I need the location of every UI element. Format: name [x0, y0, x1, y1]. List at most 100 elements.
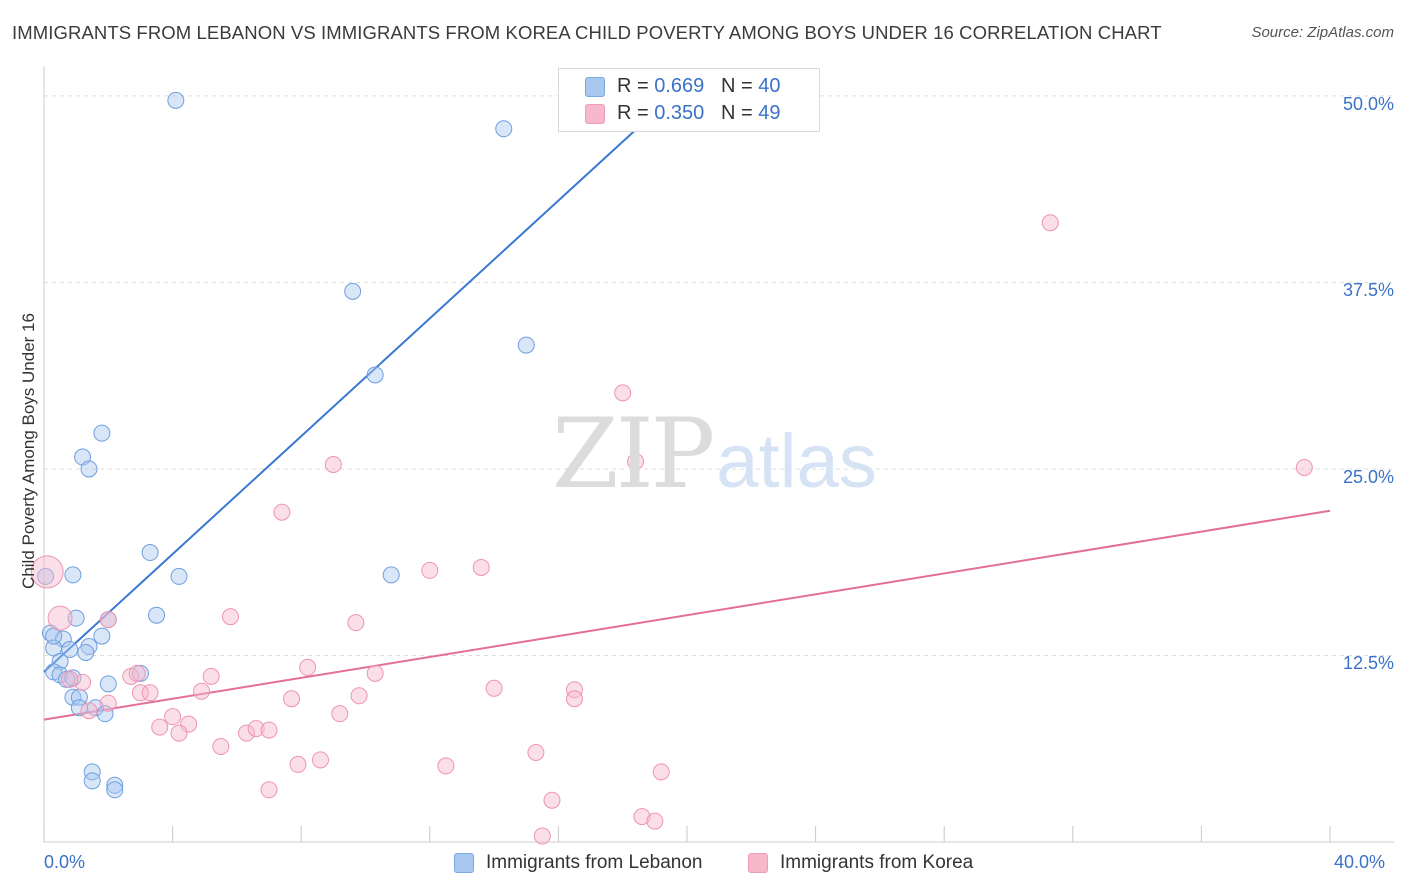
korea-point-41: [289, 755, 307, 773]
korea-point-43: [652, 763, 670, 781]
korea-point-24: [193, 682, 211, 700]
lebanon-r-label: R =: [617, 75, 649, 97]
korea-point-36: [247, 720, 265, 738]
korea-point-22: [131, 684, 149, 702]
korea-point-25: [283, 690, 301, 708]
korea-point-9: [472, 558, 490, 576]
korea-point-28: [99, 694, 117, 712]
watermark-zip: ZIP: [552, 398, 715, 510]
lebanon-point-22: [77, 643, 95, 661]
lebanon-n-value: 40: [758, 75, 781, 97]
korea-point-5: [324, 455, 342, 473]
axes: [43, 66, 1394, 843]
korea-point-1: [47, 605, 73, 631]
korea-point-39: [527, 743, 545, 761]
y-tick-label-1: 25.0%: [1342, 466, 1394, 487]
korea-n-value: 49: [758, 102, 781, 124]
x-tick-label-max: 40.0%: [1334, 852, 1386, 872]
series-korea: [30, 214, 1313, 845]
korea-point-6: [627, 452, 645, 470]
lebanon-point-13: [148, 606, 166, 624]
korea-point-18: [74, 673, 92, 691]
lebanon-point-37: [106, 776, 124, 794]
korea-point-21: [565, 681, 583, 699]
lebanon-point-29: [99, 675, 117, 693]
grid-lines: [44, 95, 1394, 656]
korea-point-3: [614, 384, 632, 402]
korea-point-31: [164, 708, 182, 726]
korea-r-value: 0.350: [654, 102, 705, 124]
lebanon-point-35: [83, 763, 101, 781]
y-tick-label-2: 37.5%: [1342, 280, 1394, 301]
watermark: ZIPatlas: [552, 398, 877, 510]
korea-point-48: [533, 827, 551, 845]
y-axis-label-wrap: Child Poverty Among Boys Under 16: [18, 66, 40, 836]
lebanon-point-5: [93, 424, 111, 442]
korea-point-35: [238, 724, 256, 742]
korea-point-8: [421, 561, 439, 579]
korea-point-7: [273, 503, 291, 521]
korea-point-19: [61, 670, 79, 688]
bottom-korea-label: Immigrants from Korea: [780, 852, 974, 873]
source-label: Source: ZipAtlas.com: [1251, 24, 1394, 41]
korea-point-4: [1295, 458, 1313, 476]
lebanon-point-8: [141, 544, 159, 562]
korea-point-45: [543, 791, 561, 809]
stats-legend: R = 0.669 N = 40 R = 0.350 N = 49: [558, 68, 820, 132]
bottom-lebanon-swatch: [454, 853, 474, 873]
lebanon-r-value: 0.669: [654, 75, 705, 97]
lebanon-point-14: [67, 609, 85, 627]
lebanon-point-11: [64, 566, 82, 584]
korea-point-20: [485, 679, 503, 697]
lebanon-point-30: [64, 688, 82, 706]
korea-point-12: [99, 611, 117, 629]
korea-point-17: [128, 664, 146, 682]
trend-lines: [43, 102, 1331, 721]
korea-r-label: R =: [617, 102, 649, 124]
watermark-atlas: atlas: [716, 419, 877, 504]
korea-point-29: [80, 702, 98, 720]
korea-point-26: [350, 687, 368, 705]
korea-point-10: [221, 608, 239, 626]
lebanon-point-38: [106, 781, 124, 799]
korea-point-40: [311, 751, 329, 769]
korea-point-0: [30, 555, 64, 589]
lebanon-point-7: [80, 460, 98, 478]
korea-point-27: [565, 690, 583, 708]
lebanon-point-1: [495, 120, 513, 138]
korea-point-34: [170, 724, 188, 742]
lebanon-trend-line: [43, 102, 666, 673]
lebanon-point-23: [51, 652, 69, 670]
lebanon-point-2: [344, 282, 362, 300]
korea-point-46: [633, 808, 651, 826]
korea-point-42: [437, 757, 455, 775]
lebanon-point-36: [83, 772, 101, 790]
lebanon-n-label: N =: [720, 75, 753, 97]
lebanon-point-4: [366, 366, 384, 384]
bottom-korea-swatch: [748, 853, 768, 873]
lebanon-point-0: [167, 91, 185, 109]
korea-point-32: [151, 718, 169, 736]
korea-point-37: [260, 721, 278, 739]
lebanon-point-9: [170, 567, 188, 585]
lebanon-point-12: [37, 567, 55, 585]
lebanon-swatch: [585, 77, 605, 97]
lebanon-point-3: [517, 336, 535, 354]
data-points: [30, 91, 1313, 845]
series-lebanon: [37, 91, 535, 799]
lebanon-point-20: [61, 641, 79, 659]
korea-point-13: [299, 658, 317, 676]
lebanon-point-34: [96, 705, 114, 723]
korea-point-2: [1041, 214, 1059, 232]
y-tick-label-3: 50.0%: [1342, 93, 1394, 114]
x-tick-label-min: 0.0%: [44, 852, 86, 872]
korea-point-15: [202, 667, 220, 685]
korea-point-44: [260, 781, 278, 799]
y-axis-label: Child Poverty Among Boys Under 16: [19, 313, 38, 589]
korea-swatch: [585, 104, 605, 124]
chart-title: IMMIGRANTS FROM LEBANON VS IMMIGRANTS FR…: [12, 22, 1162, 43]
korea-point-11: [347, 614, 365, 632]
bottom-lebanon-label: Immigrants from Lebanon: [486, 852, 703, 873]
korea-point-23: [141, 684, 159, 702]
